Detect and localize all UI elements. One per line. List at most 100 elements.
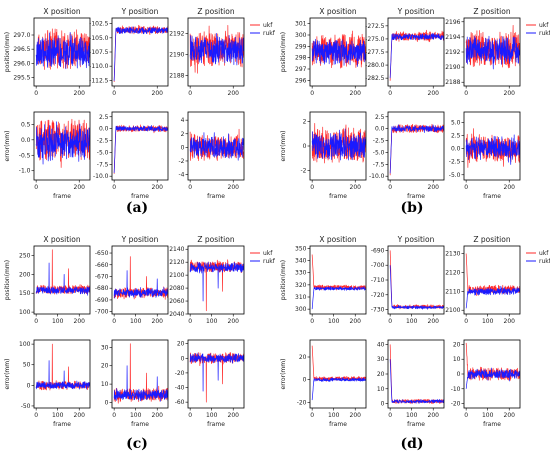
series-line-rukf bbox=[311, 38, 366, 67]
y-tick-label: 297 bbox=[295, 66, 307, 73]
panel-caption: (b) bbox=[400, 200, 423, 216]
x-tick-label: 200 bbox=[228, 184, 240, 191]
y-tick-label: 20 bbox=[377, 371, 385, 378]
series-line-rukf bbox=[311, 286, 366, 310]
series-line-rukf bbox=[465, 35, 520, 70]
y-tick-label: 0 bbox=[457, 371, 461, 378]
x-tick-label: 100 bbox=[52, 318, 64, 325]
axes-frame bbox=[33, 17, 91, 87]
x-tick-label: 100 bbox=[482, 318, 494, 325]
x-tick-label: 0 bbox=[112, 184, 116, 191]
x-tick-label: 0 bbox=[188, 318, 192, 325]
subplot-title: Z position bbox=[197, 235, 234, 244]
x-tick-label: 0 bbox=[310, 412, 314, 419]
axes-frame bbox=[387, 111, 445, 181]
x-tick-label: 0 bbox=[388, 184, 392, 191]
series-line-rukf bbox=[189, 132, 244, 161]
x-axis-label: frame bbox=[407, 421, 425, 428]
y-tick-label: -277.5 bbox=[365, 49, 385, 56]
y-tick-label: 250 bbox=[19, 252, 31, 259]
series-line-rukf bbox=[35, 360, 90, 390]
y-tick-label: 0.0 bbox=[21, 137, 31, 144]
subplot-title: Z position bbox=[197, 7, 234, 16]
y-tick-label: 295.5 bbox=[13, 75, 30, 82]
x-tick-label: 200 bbox=[74, 184, 86, 191]
x-tick-label: 200 bbox=[152, 184, 164, 191]
series-line-rukf bbox=[389, 359, 444, 404]
subplot-title: Y position bbox=[121, 235, 159, 244]
panel-caption: (d) bbox=[400, 436, 423, 452]
y-tick-label: 100 bbox=[19, 309, 31, 316]
y-tick-label: 30 bbox=[101, 344, 109, 351]
x-tick-label: 200 bbox=[74, 90, 86, 97]
series-line-rukf bbox=[113, 270, 168, 299]
y-tick-label: 2188 bbox=[169, 73, 184, 80]
y-tick-label: 301 bbox=[295, 21, 307, 28]
y-tick-label: 350 bbox=[295, 245, 307, 252]
series-line-ukf bbox=[389, 250, 444, 310]
x-tick-label: 0 bbox=[112, 90, 116, 97]
y-tick-label: 10 bbox=[101, 381, 109, 388]
axes-frame bbox=[33, 111, 91, 181]
y-tick-label: -280.0 bbox=[365, 62, 385, 69]
x-tick-label: 0 bbox=[188, 184, 192, 191]
x-axis-label: frame bbox=[407, 193, 425, 200]
x-tick-label: 200 bbox=[228, 90, 240, 97]
legend-label-ukf: ukf bbox=[539, 250, 549, 257]
subplot-position-y: -700 -690 -680 -670 -660 -650 0 100 200 Y positio… bbox=[95, 235, 169, 325]
subplot-position-x: 300 310 320 330 340 350 0 100 200 X position posit… bbox=[280, 235, 367, 325]
y-tick-label: 4 bbox=[181, 117, 185, 124]
y-tick-label: 2 bbox=[303, 119, 307, 126]
y-tick-label: 2192 bbox=[445, 49, 460, 56]
x-tick-label: 100 bbox=[482, 412, 494, 419]
y-tick-label: 2.5 bbox=[375, 114, 385, 121]
y-tick-label: 320 bbox=[295, 282, 307, 289]
y-tick-label: 0 bbox=[181, 355, 185, 362]
y-tick-label: -660 bbox=[95, 262, 109, 269]
x-tick-label: 100 bbox=[52, 412, 64, 419]
y-tick-label: 2120 bbox=[169, 259, 184, 266]
x-tick-label: 200 bbox=[428, 318, 440, 325]
panel-caption: (c) bbox=[126, 436, 148, 452]
y-tick-label: -680 bbox=[95, 285, 109, 292]
x-tick-label: 200 bbox=[152, 90, 164, 97]
y-tick-label: -112.5 bbox=[89, 77, 109, 84]
y-tick-label: -730 bbox=[371, 307, 385, 314]
y-tick-label: 2120 bbox=[445, 269, 460, 276]
y-tick-label: 2194 bbox=[445, 34, 460, 41]
y-tick-label: 50 bbox=[23, 362, 31, 369]
y-tick-label: 2140 bbox=[169, 246, 184, 253]
y-tick-label: 310 bbox=[295, 294, 307, 301]
y-tick-label: -670 bbox=[95, 273, 109, 280]
y-tick-label: 0 bbox=[27, 382, 31, 389]
y-tick-label: -0.5 bbox=[19, 152, 31, 159]
x-tick-label: 0 bbox=[310, 318, 314, 325]
subplot-position-x: 295.5 296.0 296.5 297.0 0 200 X position positi… bbox=[4, 7, 91, 97]
subplot-title: Y position bbox=[121, 7, 159, 16]
y-tick-label: 0 bbox=[105, 399, 109, 406]
series-line-rukf bbox=[465, 285, 520, 309]
y-tick-label: 20 bbox=[177, 341, 185, 348]
y-tick-label: 2040 bbox=[169, 311, 184, 318]
x-axis-label: frame bbox=[483, 421, 501, 428]
x-tick-label: 0 bbox=[464, 90, 468, 97]
x-tick-label: 200 bbox=[428, 184, 440, 191]
x-axis-label: frame bbox=[207, 421, 225, 428]
axes-frame bbox=[33, 339, 91, 409]
legend-label-rukf: rukf bbox=[539, 30, 550, 37]
y-tick-label: -107.5 bbox=[89, 49, 109, 56]
x-tick-label: 200 bbox=[350, 90, 362, 97]
axes-frame bbox=[463, 111, 521, 181]
series-line-rukf bbox=[389, 33, 444, 79]
y-tick-label: -700 bbox=[95, 309, 109, 316]
series-line-rukf bbox=[113, 26, 168, 81]
y-tick-label: -7.5 bbox=[373, 161, 385, 168]
y-tick-label: -60 bbox=[175, 399, 185, 406]
x-axis-label: frame bbox=[131, 193, 149, 200]
series-line-ukf bbox=[311, 254, 366, 291]
